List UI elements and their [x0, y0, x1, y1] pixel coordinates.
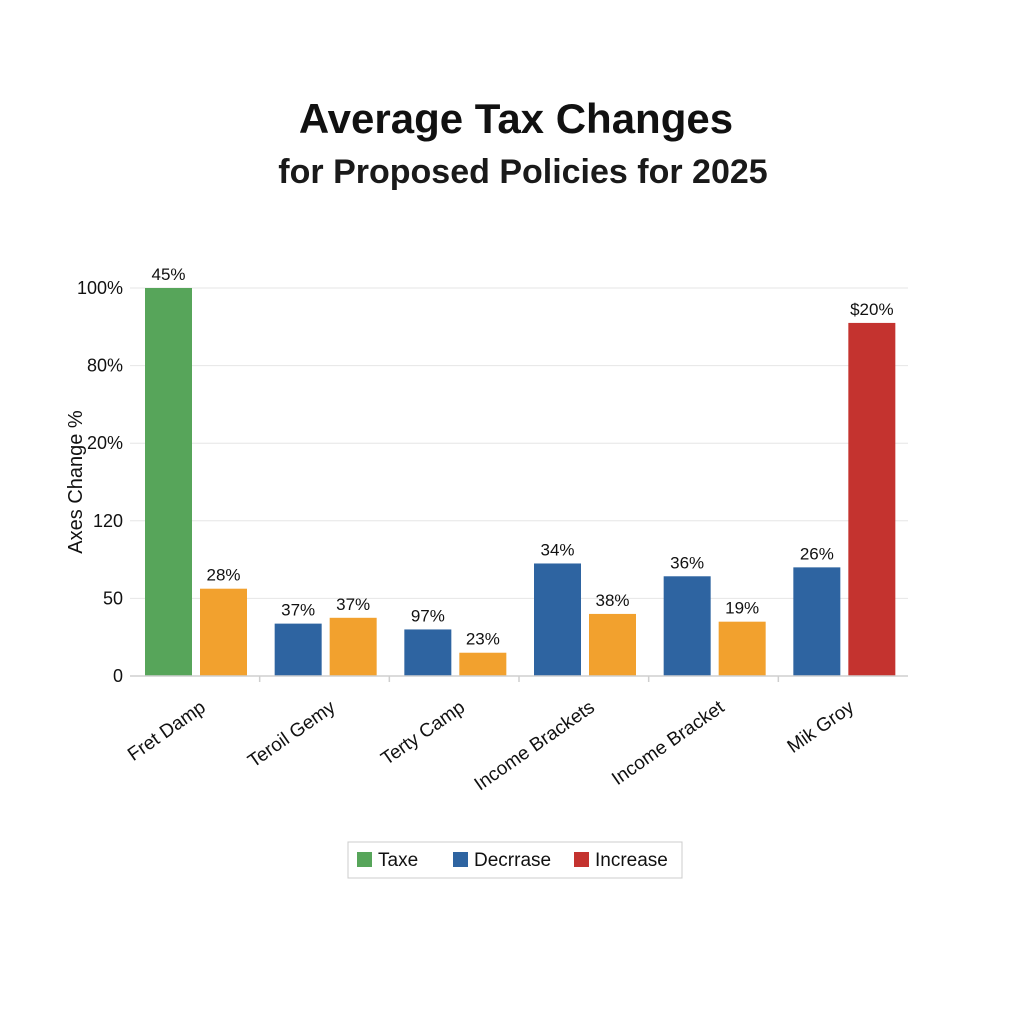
x-category-label: Terty Camp: [377, 697, 469, 770]
bar: [589, 613, 636, 676]
chart-title: Average Tax Changes: [299, 95, 733, 142]
bar: [663, 576, 711, 676]
bar-value-label: 37%: [336, 595, 370, 614]
legend-label: Decrrase: [474, 850, 551, 871]
legend-swatch: [574, 852, 589, 867]
x-category-label: Income Bracket: [608, 696, 729, 789]
legend-label: Taxe: [378, 850, 418, 871]
x-category-label: Income Brackets: [471, 697, 599, 795]
legend-box: [347, 841, 683, 879]
legend-swatch: [453, 852, 468, 867]
y-tick-label: 120: [93, 511, 123, 531]
bar: [329, 617, 377, 676]
legend-label: Increase: [595, 850, 668, 871]
y-axis-title: Axes Change %: [65, 410, 87, 554]
bar-value-label: 26%: [800, 544, 834, 563]
y-tick-label: 0: [113, 666, 123, 686]
legend-swatch: [357, 852, 372, 867]
bar: [793, 567, 841, 676]
x-category-label: Teroil Gemy: [244, 697, 339, 773]
bar: [534, 563, 581, 676]
bar-value-label: 34%: [540, 540, 574, 559]
y-tick-label: 100%: [77, 278, 123, 298]
bar-value-label: 37%: [281, 601, 315, 620]
bar: [145, 288, 192, 676]
bar: [459, 652, 507, 676]
bar-value-label: 97%: [411, 606, 445, 625]
bar-value-label: 23%: [466, 630, 500, 649]
legend: Taxe Decrrase Increase: [347, 841, 683, 879]
bar-value-label: 19%: [725, 599, 759, 618]
x-category-label: Mik Groy: [784, 697, 859, 758]
y-tick-label: 20%: [87, 433, 123, 453]
y-tick-label: 80%: [87, 356, 123, 376]
bars: 45% 28% 37% 37% 97% 23% 34% 38% 36% 19% 26% $20%: [145, 265, 896, 676]
x-category-label: Fret Damp: [124, 697, 210, 766]
x-axis-category-labels: Fret Damp Teroil Gemy Terty Camp Income Bra…: [124, 696, 858, 795]
bar-value-label: 45%: [151, 265, 185, 284]
bar-value-label: 38%: [595, 591, 629, 610]
bar: [718, 621, 766, 676]
gridlines: [130, 287, 908, 599]
bar: [200, 588, 247, 676]
bar-value-label: $20%: [850, 300, 893, 319]
bar: [274, 623, 322, 676]
chart-subtitle: for Proposed Policies for 2025: [278, 153, 767, 191]
y-axis-ticks: 0 50 120 20% 80% 100%: [77, 278, 123, 686]
bar: [848, 322, 896, 676]
bar: [404, 629, 452, 676]
bar-value-label: 28%: [206, 566, 240, 585]
y-tick-label: 50: [103, 588, 123, 608]
bar-value-label: 36%: [670, 553, 704, 572]
x-axis-ticks: [258, 676, 780, 682]
legend-items: Taxe Decrrase Increase: [357, 850, 668, 871]
